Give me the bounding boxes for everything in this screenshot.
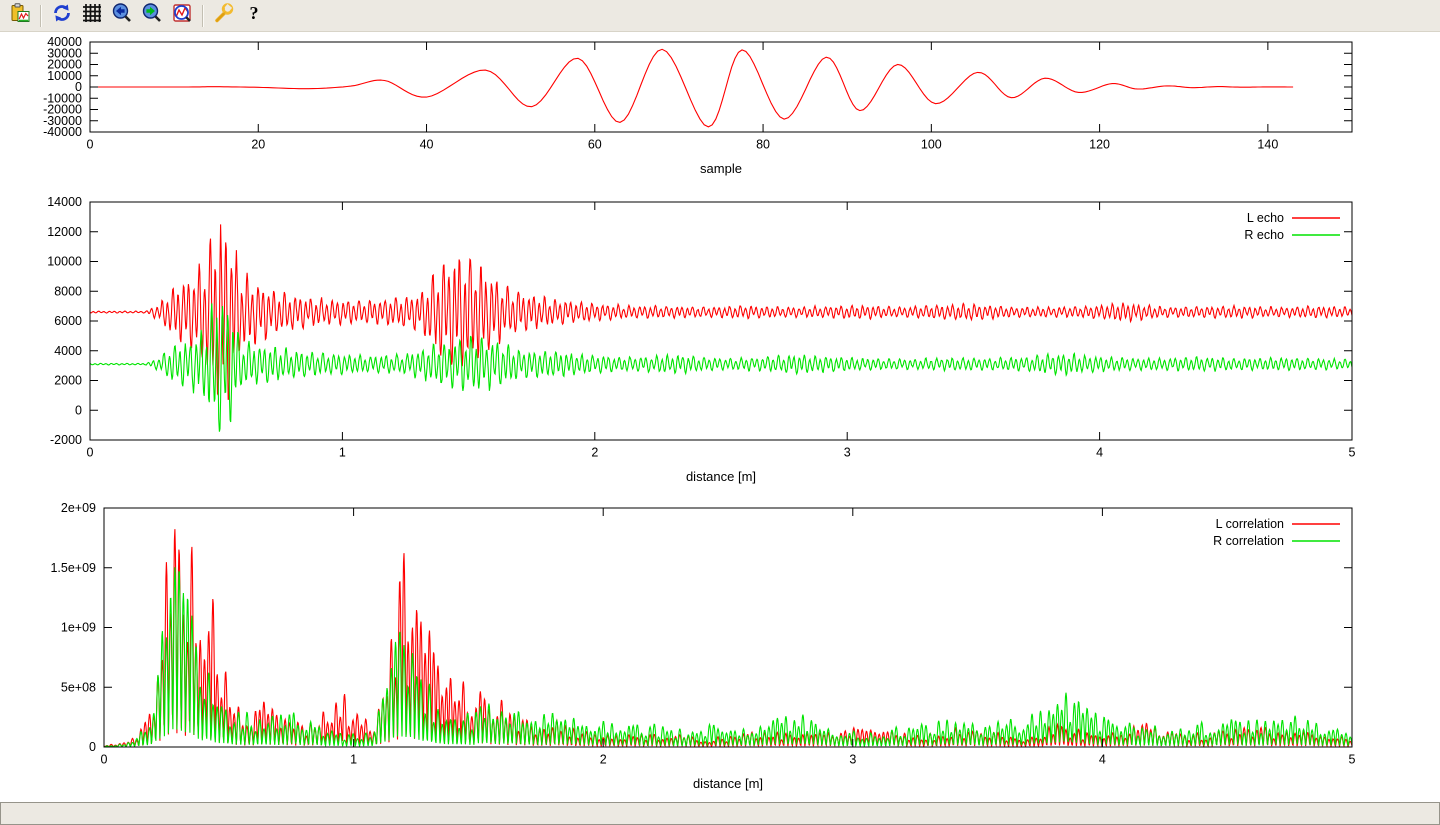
plot-frame: [89, 41, 1353, 133]
x-tick-label: 3: [844, 446, 851, 460]
x-tick-label: 0: [101, 753, 108, 767]
svg-text:?: ?: [250, 3, 259, 23]
y-tick-label: 8000: [54, 284, 82, 298]
series-l-echo: [90, 224, 1352, 401]
grid-icon: [81, 2, 103, 29]
x-axis-label: sample: [700, 161, 742, 176]
y-tick-label: -40000: [43, 125, 82, 139]
x-tick-label: 1: [339, 446, 346, 460]
toolbar-separator: [40, 4, 42, 27]
y-tick-label: 0: [75, 80, 82, 94]
plot-frame: [103, 507, 1353, 748]
y-tick-label: 2e+09: [61, 501, 96, 515]
x-tick-label: 80: [756, 138, 770, 152]
help-icon: ?: [243, 2, 265, 29]
y-tick-label: 6000: [54, 314, 82, 328]
x-axis-label: distance [m]: [693, 776, 763, 791]
x-axis-label: distance [m]: [686, 469, 756, 484]
zoom-next-icon: [141, 2, 163, 29]
x-tick-label: 4: [1096, 446, 1103, 460]
plots-svg[interactable]: 0 20 40 60 80 100 120 140400003000020000100000-…: [0, 32, 1440, 802]
x-tick-label: 1: [350, 753, 357, 767]
y-tick-label: 4000: [54, 344, 82, 358]
x-tick-label: 60: [588, 138, 602, 152]
legend-label: R echo: [1244, 228, 1284, 242]
refresh-icon: [51, 2, 73, 29]
x-tick-label: 3: [849, 753, 856, 767]
zoom-previous-button[interactable]: [109, 3, 135, 29]
zoom-next-button[interactable]: [139, 3, 165, 29]
x-tick-label: 100: [921, 138, 942, 152]
autoscale-button[interactable]: [169, 3, 195, 29]
y-tick-label: 20000: [47, 58, 82, 72]
help-button[interactable]: ?: [241, 3, 267, 29]
y-tick-label: 0: [89, 740, 96, 754]
y-tick-label: -30000: [43, 114, 82, 128]
configure-button[interactable]: [211, 3, 237, 29]
y-tick-label: -20000: [43, 103, 82, 117]
y-tick-label: -10000: [43, 91, 82, 105]
x-tick-label: 20: [251, 138, 265, 152]
y-tick-label: 12000: [47, 225, 82, 239]
status-bar: [0, 802, 1440, 825]
x-tick-label: 140: [1257, 138, 1278, 152]
correlation-plot: 0 1 2 3 4 5 2e+09 1.5e+09 1e+09 5e+08 0 distance [m…: [50, 501, 1355, 791]
series-l-correlation: [104, 529, 1352, 747]
x-tick-label: 2: [600, 753, 607, 767]
toolbar-separator: [202, 4, 204, 27]
legend-label: R correlation: [1213, 534, 1284, 548]
y-tick-label: 10000: [47, 69, 82, 83]
series-r-echo: [90, 303, 1352, 432]
series-r-correlation: [104, 567, 1352, 747]
x-tick-label: 5: [1349, 446, 1356, 460]
plot-frame: [89, 201, 1353, 441]
y-tick-label: 1.5e+09: [50, 561, 96, 575]
x-tick-label: 0: [87, 446, 94, 460]
clipboard-chart-icon: [9, 2, 31, 29]
y-tick-label: 14000: [47, 195, 82, 209]
plot-canvas[interactable]: 0 20 40 60 80 100 120 140 40000 30000 20000 10000 0-…: [0, 32, 1440, 802]
x-tick-label: 2: [591, 446, 598, 460]
series-pulse: [90, 48, 1294, 128]
y-tick-label: -2000: [50, 433, 82, 447]
echo-plot: 0 1 2 3 4 5 14000 12000 10000 8000 6000 4000 2000 0 -2…: [47, 195, 1355, 484]
legend-label: L echo: [1247, 211, 1284, 225]
autoscale-icon: [171, 2, 193, 29]
legend-label: L correlation: [1216, 517, 1284, 531]
wrench-icon: [213, 2, 235, 29]
x-tick-label: 5: [1349, 753, 1356, 767]
toggle-grid-button[interactable]: [79, 3, 105, 29]
y-tick-label: 40000: [47, 35, 82, 49]
y-tick-label: 0: [75, 403, 82, 417]
x-tick-label: 40: [420, 138, 434, 152]
y-tick-label: 30000: [47, 46, 82, 60]
copy-to-clipboard-button[interactable]: [7, 3, 33, 29]
x-tick-label: 4: [1099, 753, 1106, 767]
toolbar: ?: [0, 0, 1440, 32]
y-tick-label: 2000: [54, 374, 82, 388]
y-tick-label: 1e+09: [61, 621, 96, 635]
x-tick-label: 0: [87, 138, 94, 152]
x-tick-label: 120: [1089, 138, 1110, 152]
zoom-previous-icon: [111, 2, 133, 29]
y-tick-label: 10000: [47, 255, 82, 269]
replot-button[interactable]: [49, 3, 75, 29]
pulse-plot: 0 20 40 60 80 100 120 140400003000020000100000-…: [43, 35, 1353, 176]
y-tick-label: 5e+08: [61, 680, 96, 694]
